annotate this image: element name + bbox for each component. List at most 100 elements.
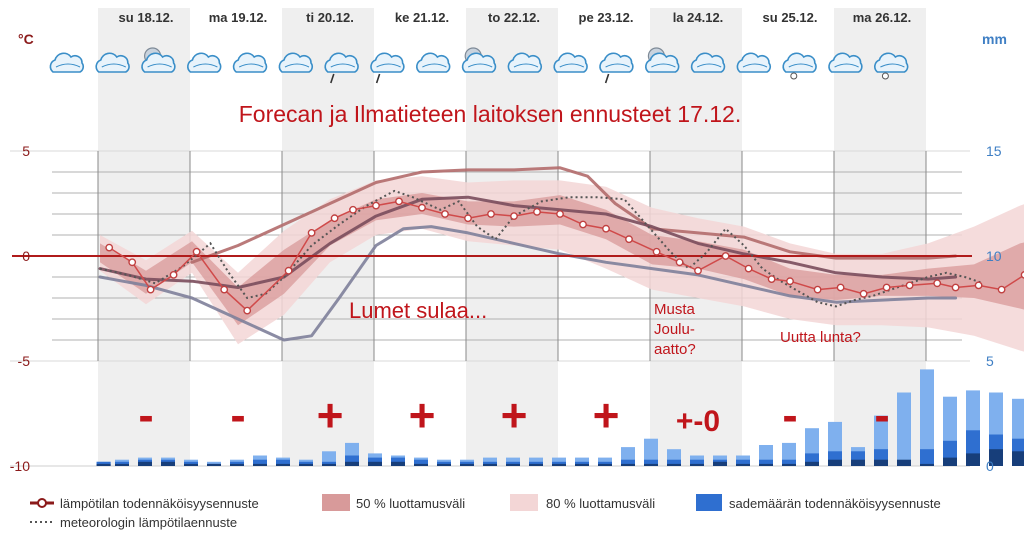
cloud-detail — [422, 63, 447, 68]
band-50-area — [100, 193, 1024, 326]
cloud-detail — [696, 63, 722, 68]
cloud-icon — [690, 52, 726, 73]
cloudy-icon — [553, 52, 588, 73]
left-tick-label: -5 — [18, 353, 31, 369]
left-tick-label: -10 — [10, 458, 30, 474]
legend-label-prob-temp: lämpötilan todennäköisyysennuste — [60, 496, 259, 511]
legend-swatch-band50 — [322, 494, 350, 511]
precip-bar-low — [391, 461, 405, 466]
legend-swatch-precip — [696, 494, 722, 511]
legend-label-band80: 80 % luottamusväli — [546, 496, 655, 511]
right-tick-label: 10 — [986, 248, 1002, 264]
precip-bar-high — [897, 392, 911, 466]
prob-temperature-point — [349, 205, 357, 214]
prob-temperature-point — [146, 285, 155, 294]
cloud-detail — [559, 63, 585, 68]
precip-bar-low — [966, 453, 980, 466]
precip-bar-low — [690, 463, 704, 466]
cloud-detail — [101, 63, 127, 68]
day-mark: + — [593, 389, 620, 441]
day-mark: - — [138, 389, 153, 441]
annotation-black-xmas-3: aatto? — [654, 341, 696, 358]
night-cloudy-icon — [141, 47, 176, 73]
prob-temperature-point — [192, 247, 201, 256]
precip-bar-low — [989, 449, 1003, 466]
cloudy-icon — [828, 52, 863, 73]
weather-icons — [49, 47, 909, 84]
day-label: to 22.12. — [488, 10, 540, 25]
prob-temperature-point — [220, 285, 229, 294]
day-mark: +-0 — [676, 405, 720, 438]
prob-temperature-point — [744, 264, 753, 273]
prob-temperature-point — [487, 210, 495, 218]
prob-temperature-point — [372, 201, 380, 210]
prob-temperature-point — [997, 285, 1006, 294]
temperature-series — [99, 189, 1024, 315]
precip-bar-low — [713, 461, 727, 466]
prob-temperature-point — [284, 266, 293, 275]
cloud-icon — [461, 52, 497, 73]
cloud-icon — [187, 52, 222, 73]
night-cloudy-icon — [461, 47, 497, 73]
precip-bar-low — [897, 459, 911, 466]
precip-bar-mid — [736, 459, 750, 466]
prob-temperature-point — [395, 197, 403, 206]
prob-temperature-point — [694, 266, 702, 275]
prob-temperature-point — [128, 258, 137, 267]
prob-temperature-point — [330, 214, 339, 223]
prob-temperature-point — [767, 275, 776, 283]
cloud-detail — [284, 63, 310, 68]
right-tick-label: 0 — [986, 458, 994, 474]
precip-bar-low — [276, 463, 290, 466]
precip-bar-low — [483, 463, 497, 466]
cloudy-icon — [507, 52, 543, 73]
prob-temperature-point — [243, 306, 252, 315]
precip-bar-low — [874, 459, 888, 466]
cloud-icon — [782, 52, 817, 73]
mean-line — [98, 195, 958, 289]
precip-bar-mid — [621, 459, 635, 466]
precip-bar-low — [736, 463, 750, 466]
precip-bar-low — [138, 461, 152, 466]
cloud-icon — [95, 52, 130, 73]
cloudy-icon — [232, 52, 268, 73]
snow-icon — [782, 52, 817, 80]
left-unit-label: °C — [18, 31, 34, 47]
prob-temperature-point — [441, 210, 449, 218]
prob-temperature-point — [533, 207, 541, 216]
prob-temperature-point — [933, 279, 942, 288]
precip-bar-mid — [414, 459, 428, 466]
cloud-detail — [834, 63, 859, 68]
precip-bar-low — [506, 463, 520, 466]
day-mark: + — [501, 389, 528, 441]
precip-bar-low — [368, 461, 382, 466]
cloud-icon — [49, 52, 85, 73]
precip-bar-low — [345, 461, 359, 466]
prob-temperature-point — [510, 212, 518, 221]
prob-temperature-point — [974, 281, 983, 290]
sleet-icon — [370, 52, 405, 84]
night-cloudy-icon — [645, 47, 680, 73]
precip-bar-mid — [690, 459, 704, 466]
right-tick-label: 15 — [986, 143, 1002, 159]
cloud-detail — [238, 63, 264, 68]
precip-bar-mid — [667, 459, 681, 466]
legend-swatch-band80 — [510, 494, 538, 511]
cloudy-icon — [278, 52, 314, 73]
precip-bar-low — [322, 463, 336, 466]
day-stripe — [98, 8, 190, 466]
precip-bar-mid — [253, 459, 267, 466]
legend-label-meteo: meteorologin lämpötilaennuste — [60, 515, 237, 530]
precip-bar-mid — [920, 449, 934, 466]
cloud-icon — [553, 52, 588, 73]
prob-temperature-point — [105, 243, 114, 252]
cloud-icon — [141, 52, 176, 73]
cloud-detail — [651, 63, 676, 68]
precip-bar-mid — [276, 459, 290, 466]
upper-envelope — [190, 166, 958, 264]
prob-temperature-point — [579, 220, 587, 229]
prob-temperature-point — [169, 270, 178, 279]
cloud-icon — [324, 52, 359, 73]
precip-bar-low — [207, 463, 221, 466]
cloud-icon — [507, 52, 543, 73]
